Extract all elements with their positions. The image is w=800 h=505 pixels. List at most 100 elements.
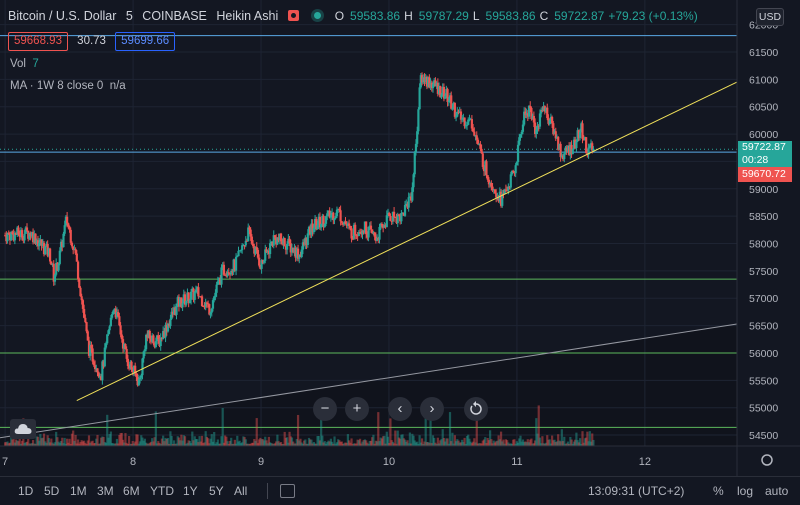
candle-body: [258, 257, 261, 266]
candle-body: [101, 361, 104, 381]
time-tick-label: 8: [130, 456, 136, 468]
candle-body: [377, 238, 380, 240]
volume-bar: [368, 440, 371, 446]
candle-body: [473, 131, 476, 136]
volume-bar: [484, 437, 487, 446]
candle-body: [248, 227, 251, 230]
candle-body: [569, 144, 572, 155]
volume-bar: [242, 436, 245, 446]
candle-body: [447, 100, 450, 102]
candle-body: [160, 337, 164, 340]
candle-body: [93, 365, 97, 370]
volume-bar: [164, 437, 167, 446]
volume-bar: [30, 443, 33, 446]
price-tick-label: 59000: [749, 184, 778, 196]
volume-bar: [322, 442, 325, 446]
zoom-in-button[interactable]: +: [345, 397, 369, 421]
range-button[interactable]: 1Y: [183, 484, 198, 498]
volume-bar: [411, 433, 414, 446]
currency-button[interactable]: USD: [756, 8, 784, 26]
volume-bar: [85, 443, 88, 446]
volume-bar: [124, 433, 127, 446]
volume-bar: [38, 440, 41, 446]
log-toggle[interactable]: log: [737, 484, 754, 498]
volume-bar: [24, 442, 27, 446]
volume-bar: [333, 436, 336, 446]
volume-bar: [525, 442, 528, 446]
volume-indicator-legend[interactable]: Vol 7: [10, 58, 39, 70]
candle-body: [423, 77, 426, 82]
buy-price-button[interactable]: 59699.66: [115, 32, 176, 51]
scroll-right-button[interactable]: ›: [420, 397, 444, 421]
volume-bar: [119, 433, 122, 446]
reset-chart-button[interactable]: [464, 397, 488, 421]
settings-icon[interactable]: [761, 454, 773, 466]
calendar-icon[interactable]: [280, 484, 295, 498]
symbol-name[interactable]: Bitcoin / U.S. Dollar: [8, 9, 117, 23]
volume-bar: [134, 441, 137, 446]
range-button[interactable]: YTD: [150, 484, 174, 498]
volume-bar: [220, 436, 223, 446]
volume-bar: [569, 436, 572, 446]
volume-bar: [468, 438, 471, 446]
candle-body: [282, 238, 285, 245]
volume-bar: [295, 439, 298, 446]
sell-price-button[interactable]: 59668.93: [8, 32, 68, 51]
market-status-icon: [314, 12, 322, 19]
volume-bar: [458, 442, 461, 446]
range-button[interactable]: 1M: [70, 484, 87, 498]
range-button[interactable]: 5D: [44, 484, 60, 498]
percent-toggle[interactable]: %: [713, 484, 724, 498]
volume-bar: [445, 438, 448, 446]
clock-time[interactable]: 13:09:31 (UTC+2): [588, 484, 685, 498]
candle-body: [236, 256, 239, 258]
volume-bar: [97, 443, 100, 446]
range-button[interactable]: 5Y: [209, 484, 224, 498]
scroll-left-button[interactable]: ‹: [388, 397, 412, 421]
range-button[interactable]: All: [234, 484, 248, 498]
volume-bar: [179, 440, 182, 446]
candle-body: [587, 147, 590, 155]
volume-bar: [351, 443, 354, 446]
price-chart[interactable]: 54500 55000 55500 56000 56500 57000 57500 58000…: [0, 0, 800, 476]
volume-bar: [290, 437, 294, 446]
zoom-out-button[interactable]: −: [313, 397, 337, 421]
interval-label[interactable]: 5: [125, 9, 133, 23]
volume-bar: [444, 441, 447, 446]
volume-bar: [107, 437, 110, 446]
candle-body: [56, 263, 59, 271]
range-button[interactable]: 3M: [97, 484, 114, 498]
candle-body: [288, 238, 291, 244]
candle-body: [97, 372, 100, 377]
volume-bar: [547, 439, 550, 446]
candle-body: [225, 275, 228, 277]
chart-style-label[interactable]: Heikin Ashi: [216, 9, 279, 23]
candle-body: [159, 337, 162, 347]
ma-indicator-legend[interactable]: MA · 1W 8 close 0 n/a: [10, 80, 126, 92]
volume-bar: [338, 440, 341, 446]
range-button[interactable]: 6M: [123, 484, 140, 498]
candle-body: [355, 234, 358, 236]
volume-bar: [125, 442, 128, 446]
tradingview-logo[interactable]: [10, 419, 36, 439]
volume-bar: [327, 440, 330, 446]
volume-bar: [57, 441, 60, 446]
auto-toggle[interactable]: auto: [765, 484, 789, 498]
candle-body: [98, 376, 102, 378]
volume-bar: [537, 405, 540, 446]
candle-body: [480, 148, 483, 154]
volume-bar: [481, 440, 484, 446]
volume-bar: [446, 438, 449, 446]
candle-body: [461, 118, 464, 120]
alert-icon[interactable]: [287, 10, 299, 21]
candle-body: [434, 80, 437, 87]
volume-bar: [299, 438, 302, 446]
volume-bar: [239, 443, 243, 446]
volume-bar: [542, 443, 545, 446]
candle-body: [382, 225, 385, 228]
candle-body: [18, 234, 21, 238]
candle-body: [420, 75, 424, 83]
candle-body: [341, 222, 345, 225]
range-button[interactable]: 1D: [18, 484, 34, 498]
